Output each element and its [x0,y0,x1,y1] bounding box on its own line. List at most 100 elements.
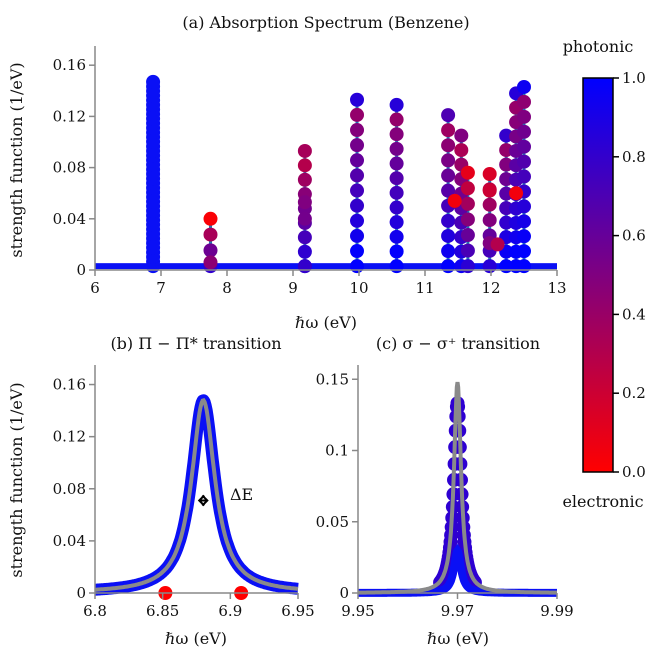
mode-point [389,215,404,230]
mode-point [517,124,531,139]
panel-a-plot-area [95,74,557,274]
y-tick-label: 0.12 [53,107,86,125]
mode-point [482,183,497,198]
panel-b-plot-area [90,394,303,600]
mode-point [490,237,505,252]
mode-point [482,213,497,228]
mode-point [297,259,312,274]
x-tick-label: 6.95 [281,602,314,620]
panel-c: (c) σ − σ⁺ transition ℏω (eV) 9.95 9.97 9.… [316,334,574,648]
mode-point [441,123,456,138]
colorbar-gradient [582,77,614,473]
delta-e-arrowhead-right [201,494,209,507]
mode-point [350,123,365,138]
mode-point [441,228,456,243]
mode-point [350,259,365,274]
mode-point [203,255,218,270]
mode-point [460,196,475,211]
mode-point [454,143,469,158]
mode-point [297,143,312,158]
mode-point [297,244,312,259]
mode-point [297,158,312,173]
x-tick-label: 10 [349,279,368,297]
colorbar-tick-label: 1.0 [622,69,646,87]
mode-point [460,181,475,196]
colorbar-tick-label: 0.4 [622,305,646,323]
mode-point [454,128,469,143]
mode-point [517,229,531,244]
colorbar-bottom-label: electronic [562,492,643,511]
mode-point [517,154,531,169]
y-tick-label: 0.04 [53,532,86,550]
mode-point [517,169,531,184]
mode-point [297,172,312,187]
panel-b-ylabel: strength function (1/eV) [7,382,26,577]
mode-point [389,171,404,186]
mode-point [482,167,497,181]
colorbar-tick-label: 0.0 [622,463,646,481]
gray-lorentzian-curve [358,381,557,595]
panel-a-xlabel: ℏω (eV) [295,313,357,332]
mode-point [441,259,456,274]
mode-point [389,244,404,259]
mode-point [350,183,365,198]
mode-point [499,215,514,230]
mode-point [389,229,404,244]
panel-c-axes: 9.95 9.97 9.99 0 0.05 0.1 0.15 [316,365,574,620]
mode-point [482,259,497,274]
mode-point [389,112,404,127]
gray-lorentzian-curve [95,397,299,592]
mode-point [389,127,404,142]
mode-point [203,243,218,258]
mode-point [203,211,218,226]
mode-point [350,153,365,168]
x-tick-label: 6.8 [83,602,107,620]
colorbar: photonic electronic 0.0 0.2 0.4 0.6 0.8 1.0 [562,37,645,511]
x-tick-label: 7 [156,279,166,297]
mode-point [350,198,365,213]
mode-point [203,227,218,242]
y-tick-label: 0.12 [53,428,86,446]
mode-point [389,200,404,215]
x-tick-label: 9.95 [341,602,374,620]
mode-point [441,108,456,123]
mode-point [297,195,312,210]
mode-point [441,138,456,153]
mode-point [517,214,531,229]
mode-point [350,244,365,259]
mode-point [146,74,161,89]
colorbar-top-label: photonic [563,37,634,56]
mode-point [441,244,456,259]
panel-c-plot-area [358,381,557,597]
mode-point [517,94,531,109]
y-tick-label: 0 [339,584,349,602]
x-tick-label: 9.97 [441,602,474,620]
panel-c-title: (c) σ − σ⁺ transition [376,334,540,353]
colorbar-tick-label: 0.8 [622,148,646,166]
panel-b-xlabel: ℏω (eV) [165,629,227,648]
colorbar-tick-label: 0.2 [622,384,646,402]
mode-point [389,156,404,171]
y-tick-label: 0.1 [325,442,349,460]
mode-point [441,153,456,168]
x-tick-label: 6.9 [218,602,242,620]
mode-point [517,109,531,124]
mode-point [499,186,514,201]
blue-spectrum-curve [358,543,557,597]
mode-point [482,197,497,212]
delta-e-arrowhead-left [197,494,205,507]
x-tick-label: 11 [415,279,434,297]
panel-c-xlabel: ℏω (eV) [427,629,489,648]
x-tick-label: 9 [288,279,298,297]
panel-a-axes: 6 7 8 9 10 11 12 13 0 0.04 0.08 0.12 0.16 [53,46,567,297]
panel-a-ylabel: strength function (1/eV) [7,62,26,257]
y-tick-label: 0.08 [53,480,86,498]
mode-point [517,139,531,154]
mode-point [389,141,404,156]
mode-point [499,172,514,187]
mode-point [447,193,462,208]
mode-point [517,79,531,94]
x-tick-label: 8 [222,279,232,297]
colorbar-ticks: 0.0 0.2 0.4 0.6 0.8 1.0 [613,69,646,481]
mode-point [350,92,365,107]
